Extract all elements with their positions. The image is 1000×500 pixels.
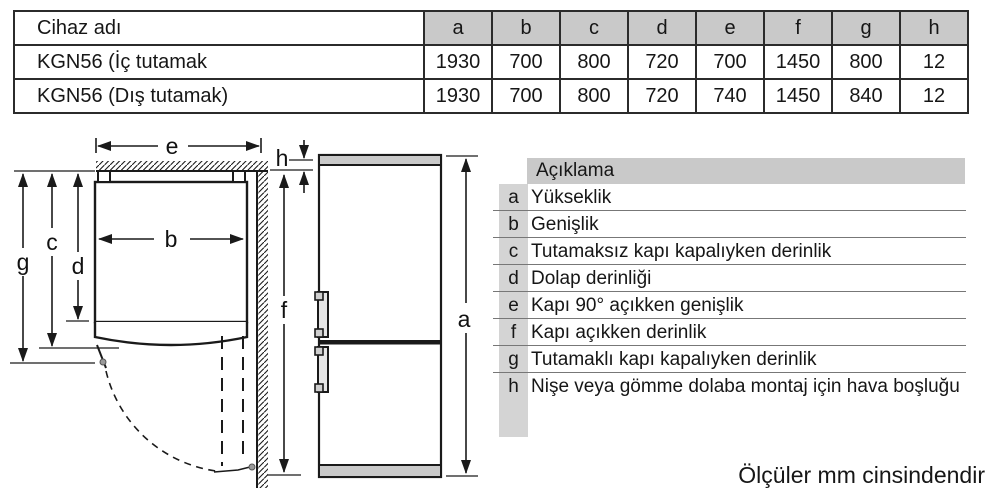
wall-hatch [96, 161, 268, 488]
upper-door-handle [314, 291, 329, 338]
dim-e: e [95, 133, 262, 159]
dim-h: h [276, 140, 309, 193]
table-header-row: Cihaz adı a b c d e f g h [13, 10, 969, 46]
cell-value: 1930 [423, 78, 493, 114]
cell-value: 800 [559, 44, 629, 80]
door-closed-plan [93, 322, 249, 347]
dim-label-f: f [281, 297, 288, 323]
door-divider [319, 340, 441, 345]
legend-label: Dolap derinliği [531, 268, 652, 289]
rear-spacer-right [232, 170, 246, 183]
cell-value: 840 [831, 78, 901, 114]
legend-key: e [508, 295, 519, 316]
legend-label: Kapı açıkken derinlik [531, 322, 707, 343]
device-name-header: Cihaz adı [13, 10, 425, 46]
cell-value: 700 [491, 78, 561, 114]
legend-item-a: a Yükseklik [493, 184, 966, 211]
dim-label-h: h [276, 145, 289, 171]
cabinet-base-strip [318, 464, 442, 478]
col-header-b: b [491, 10, 561, 46]
dim-label-d: d [72, 253, 85, 279]
legend-key: d [508, 268, 519, 289]
legend-key: b [508, 214, 519, 235]
door-open-endcap [213, 466, 251, 473]
dim-a: a [446, 155, 478, 477]
col-header-d: d [627, 10, 697, 46]
device-name: KGN56 (İç tutamak [13, 44, 425, 80]
technical-drawing: e h b g c d [10, 133, 478, 488]
units-note: Ölçüler mm cinsindendir [738, 462, 985, 488]
door-swing-arc [105, 370, 217, 472]
cell-value: 720 [627, 44, 697, 80]
front-view: a [314, 153, 478, 479]
dim-b: b [98, 226, 244, 252]
dim-label-g: g [17, 249, 30, 275]
legend-key-strip [499, 184, 528, 437]
handle-pivot-closed [99, 358, 107, 366]
legend-label: Tutamaklı kapı kapalıyken derinlik [531, 349, 817, 370]
dimensions-plan: e h b g c d [17, 133, 309, 473]
cell-value: 700 [491, 44, 561, 80]
dim-d: d [72, 173, 85, 320]
col-header-a: a [423, 10, 493, 46]
dim-f: f [279, 174, 289, 473]
col-header-g: g [831, 10, 901, 46]
legend-key: a [508, 187, 519, 208]
legend-title: Açıklama [527, 158, 965, 184]
col-header-e: e [695, 10, 765, 46]
legend-item-b: b Genişlik [493, 211, 966, 238]
plan-view [10, 159, 313, 488]
legend-label: Kapı 90° açıkken genişlik [531, 295, 744, 316]
cell-value: 740 [695, 78, 765, 114]
cabinet-body-plan [93, 180, 249, 324]
legend-key: g [508, 349, 519, 370]
spec-table: Cihaz adı a b c d e f g h KGN56 (İç tuta… [13, 10, 969, 114]
dim-g: g [17, 173, 30, 362]
cell-value: 1930 [423, 44, 493, 80]
cell-value: 800 [559, 78, 629, 114]
dim-label-c: c [46, 229, 58, 255]
legend-label: Genişlik [531, 214, 599, 235]
col-header-c: c [559, 10, 629, 46]
table-row: KGN56 (Dış tutamak) 1930 700 800 720 740… [13, 78, 969, 114]
legend-label: Yükseklik [531, 187, 612, 208]
dim-label-e: e [166, 133, 179, 159]
device-name: KGN56 (Dış tutamak) [13, 78, 425, 114]
cabinet-top-strip [318, 154, 442, 166]
handle-pivot-open [248, 463, 256, 471]
legend-label: Nişe veya gömme dolaba montaj için hava … [531, 376, 960, 397]
col-header-f: f [763, 10, 833, 46]
lower-door-handle [314, 346, 329, 393]
dim-label-a: a [458, 306, 471, 332]
legend-label: Tutamaksız kapı kapalıyken derinlik [531, 241, 832, 262]
legend-item-d: d Dolap derinliği [493, 265, 966, 292]
cell-value: 1450 [763, 78, 833, 114]
dim-label-b: b [165, 226, 178, 252]
cabinet-front [317, 153, 443, 479]
cell-value: 12 [899, 78, 969, 114]
rear-spacer-left [97, 170, 111, 183]
legend-item-f: f Kapı açıkken derinlik [493, 319, 966, 346]
legend-item-h: h Nişe veya gömme dolaba montaj için hav… [493, 373, 966, 400]
cell-value: 700 [695, 44, 765, 80]
dim-c: c [46, 173, 58, 347]
legend-item-e: e Kapı 90° açıkken genişlik [493, 292, 966, 319]
cell-value: 12 [899, 44, 969, 80]
legend-item-c: c Tutamaksız kapı kapalıyken derinlik [493, 238, 966, 265]
cell-value: 720 [627, 78, 697, 114]
cell-value: 1450 [763, 44, 833, 80]
legend-key: c [508, 241, 519, 262]
legend-key: h [508, 376, 519, 397]
table-row: KGN56 (İç tutamak 1930 700 800 720 700 1… [13, 44, 969, 80]
col-header-h: h [899, 10, 969, 46]
legend-key: f [510, 322, 517, 343]
cell-value: 800 [831, 44, 901, 80]
legend-item-g: g Tutamaklı kapı kapalıyken derinlik [493, 346, 966, 373]
